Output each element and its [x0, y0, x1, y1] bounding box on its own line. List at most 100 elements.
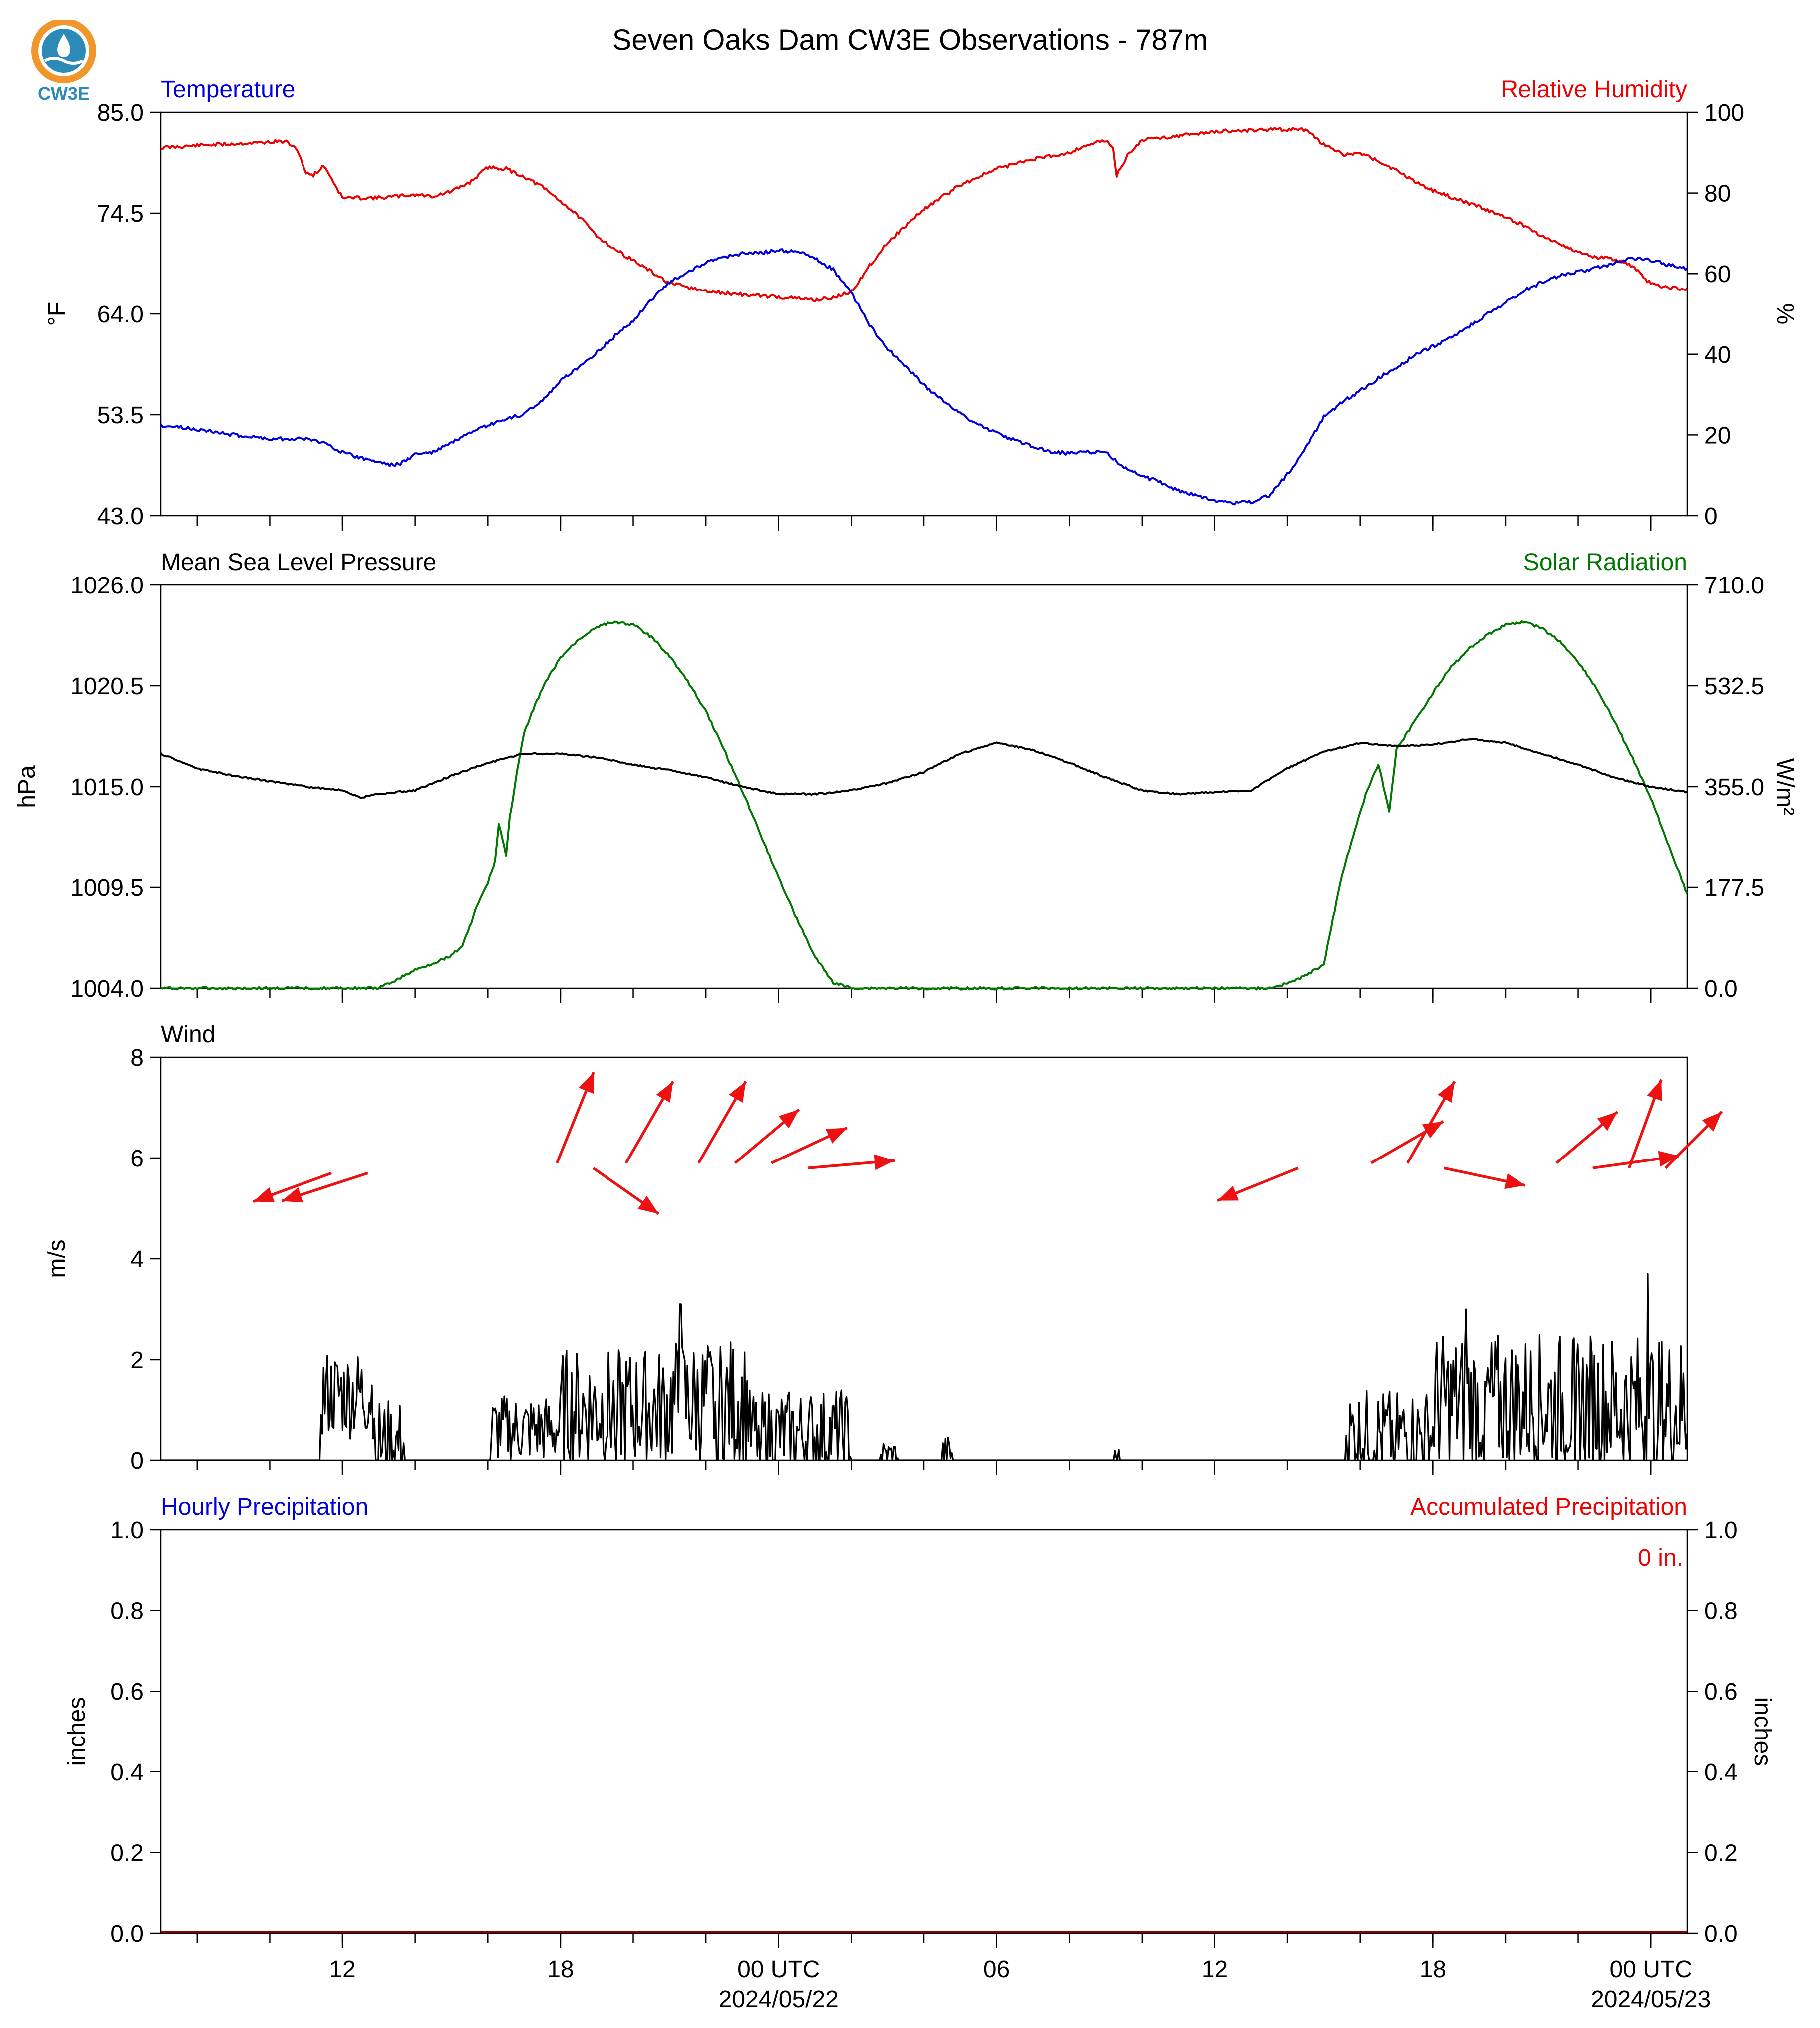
panel-left-title: Wind — [161, 1021, 215, 1048]
wind-arrow-head — [825, 1128, 847, 1144]
wind-direction-arrow — [592, 1166, 660, 1215]
y-tick-label-left: 1004.0 — [70, 976, 144, 1002]
y-tick-label-left: 0.2 — [110, 1840, 144, 1866]
series-line-pressure — [160, 738, 1688, 799]
y-tick-label-left: 1020.5 — [70, 673, 144, 700]
y-tick-label-right: 177.5 — [1704, 875, 1764, 901]
y-tick-label-left: 6 — [130, 1146, 144, 1172]
accumulated-total-label: 0 in. — [1638, 1545, 1683, 1571]
wind-arrow-head — [656, 1081, 673, 1103]
y-tick-label-left: 53.5 — [97, 402, 144, 429]
wind-direction-arrow — [1217, 1166, 1299, 1202]
series-line-solar-radiation — [160, 620, 1688, 991]
y-tick-label-left: 0.4 — [110, 1759, 144, 1786]
wind-direction-arrow — [734, 1108, 800, 1164]
plot-frame — [160, 1529, 1688, 1934]
x-tick-label: 00 UTC — [737, 1956, 820, 1983]
y-tick-label-left: 43.0 — [97, 503, 144, 530]
y-tick-label-left: 8 — [130, 1045, 144, 1071]
panel-left-title: Temperature — [161, 76, 295, 103]
y-tick-label-right: 40 — [1704, 342, 1731, 368]
y-tick-label-left: 1.0 — [110, 1517, 144, 1544]
y-tick-label-right: 1.0 — [1704, 1517, 1738, 1544]
y-tick-label-right: 0.0 — [1704, 976, 1738, 1002]
wind-direction-arrow — [771, 1126, 848, 1164]
wind-direction-arrow — [807, 1154, 895, 1170]
wind-direction-arrow — [1406, 1080, 1456, 1164]
y-axis-label-right: W/m² — [1772, 758, 1798, 816]
logo-text: CW3E — [38, 83, 90, 104]
plot-frame — [160, 111, 1688, 517]
wind-arrow-head — [1504, 1173, 1525, 1189]
y-tick-label-left: 1009.5 — [70, 875, 144, 901]
panel-right-title: Relative Humidity — [1501, 76, 1687, 103]
wind-direction-arrow — [556, 1072, 595, 1164]
wind-arrow-head — [1597, 1112, 1618, 1131]
wind-direction-arrow — [1664, 1111, 1723, 1169]
logo-drop-icon — [57, 34, 70, 57]
y-tick-label-right: 532.5 — [1704, 673, 1764, 700]
y-tick-label-right: 60 — [1704, 261, 1731, 288]
y-tick-label-right: 0.0 — [1704, 1921, 1738, 1947]
wind-arrow-head — [1702, 1112, 1722, 1132]
wind-direction-arrow — [281, 1171, 368, 1203]
x-tick-label: 18 — [547, 1956, 574, 1983]
y-axis-label-right: inches — [1749, 1697, 1776, 1766]
y-tick-label-right: 0.8 — [1704, 1598, 1738, 1625]
panel-precipitation: Hourly Precipitation Accumulated Precipit… — [64, 1494, 1776, 2013]
wind-arrow-head — [253, 1187, 275, 1202]
panel-left-title: Mean Sea Level Pressure — [161, 549, 436, 576]
wind-arrow-head — [282, 1187, 303, 1203]
y-tick-label-left: 0.0 — [110, 1921, 144, 1947]
wind-direction-arrow — [1627, 1079, 1663, 1169]
wind-direction-arrow — [1555, 1111, 1619, 1164]
y-axis-label-right: % — [1772, 303, 1798, 325]
wind-direction-arrow — [697, 1080, 747, 1164]
series-line-temperature — [160, 248, 1688, 506]
x-tick-label: 12 — [1202, 1956, 1228, 1983]
wind-arrow-head — [874, 1154, 895, 1170]
panel-wind: Wind 0 2 4 6 8 m/s — [44, 1021, 1723, 1475]
wind-arrow-head — [1438, 1081, 1455, 1103]
y-tick-label-right: 0.2 — [1704, 1840, 1738, 1866]
y-tick-label-right: 100 — [1704, 100, 1744, 126]
wind-direction-arrow — [1443, 1166, 1526, 1189]
y-axis-label-left: inches — [64, 1697, 90, 1766]
y-tick-label-left: 1015.0 — [70, 774, 144, 801]
wind-direction-arrow — [253, 1171, 332, 1203]
wind-arrow-head — [729, 1081, 746, 1103]
x-tick-label: 12 — [329, 1956, 355, 1983]
y-axis-label-left: °F — [44, 302, 70, 326]
y-tick-label-left: 4 — [130, 1246, 144, 1273]
wind-direction-arrow — [624, 1080, 674, 1164]
wind-direction-arrow — [1592, 1151, 1679, 1169]
wind-arrow-head — [778, 1109, 799, 1129]
panel-temperature-humidity: Temperature Relative Humidity 43.0 53.5 64.0… — [44, 76, 1798, 531]
wind-arrow-head — [1422, 1121, 1444, 1139]
x-date-label: 2024/05/23 — [1591, 1986, 1711, 2013]
x-date-label: 2024/05/22 — [719, 1986, 839, 2013]
x-tick-label: 06 — [983, 1956, 1010, 1983]
cw3e-logo: CW3E — [31, 20, 96, 104]
y-tick-label-left: 0 — [130, 1448, 144, 1474]
panel-right-title: Accumulated Precipitation — [1410, 1494, 1687, 1520]
y-tick-label-right: 0.6 — [1704, 1679, 1738, 1705]
panel-pressure-solar: Mean Sea Level Pressure Solar Radiation 10… — [14, 549, 1798, 1003]
y-tick-label-left: 1026.0 — [70, 573, 144, 599]
y-axis-label-left: m/s — [44, 1239, 70, 1278]
series-line-wind-speed — [161, 1273, 1688, 1461]
y-tick-label-right: 20 — [1704, 422, 1731, 449]
y-tick-label-left: 2 — [130, 1347, 144, 1374]
panel-left-title: Hourly Precipitation — [161, 1494, 368, 1520]
y-tick-label-right: 80 — [1704, 181, 1731, 207]
wind-arrow-head — [1647, 1079, 1662, 1101]
y-tick-label-right: 710.0 — [1704, 573, 1764, 599]
x-tick-label: 18 — [1420, 1956, 1446, 1983]
plot-frame — [160, 584, 1688, 989]
y-tick-label-right: 0.4 — [1704, 1759, 1738, 1786]
series-line-relative-humidity — [160, 127, 1688, 302]
x-tick-label: 00 UTC — [1610, 1956, 1692, 1983]
panel-right-title: Solar Radiation — [1523, 549, 1687, 576]
y-tick-label-left: 85.0 — [97, 100, 144, 126]
y-tick-label-left: 74.5 — [97, 201, 144, 227]
